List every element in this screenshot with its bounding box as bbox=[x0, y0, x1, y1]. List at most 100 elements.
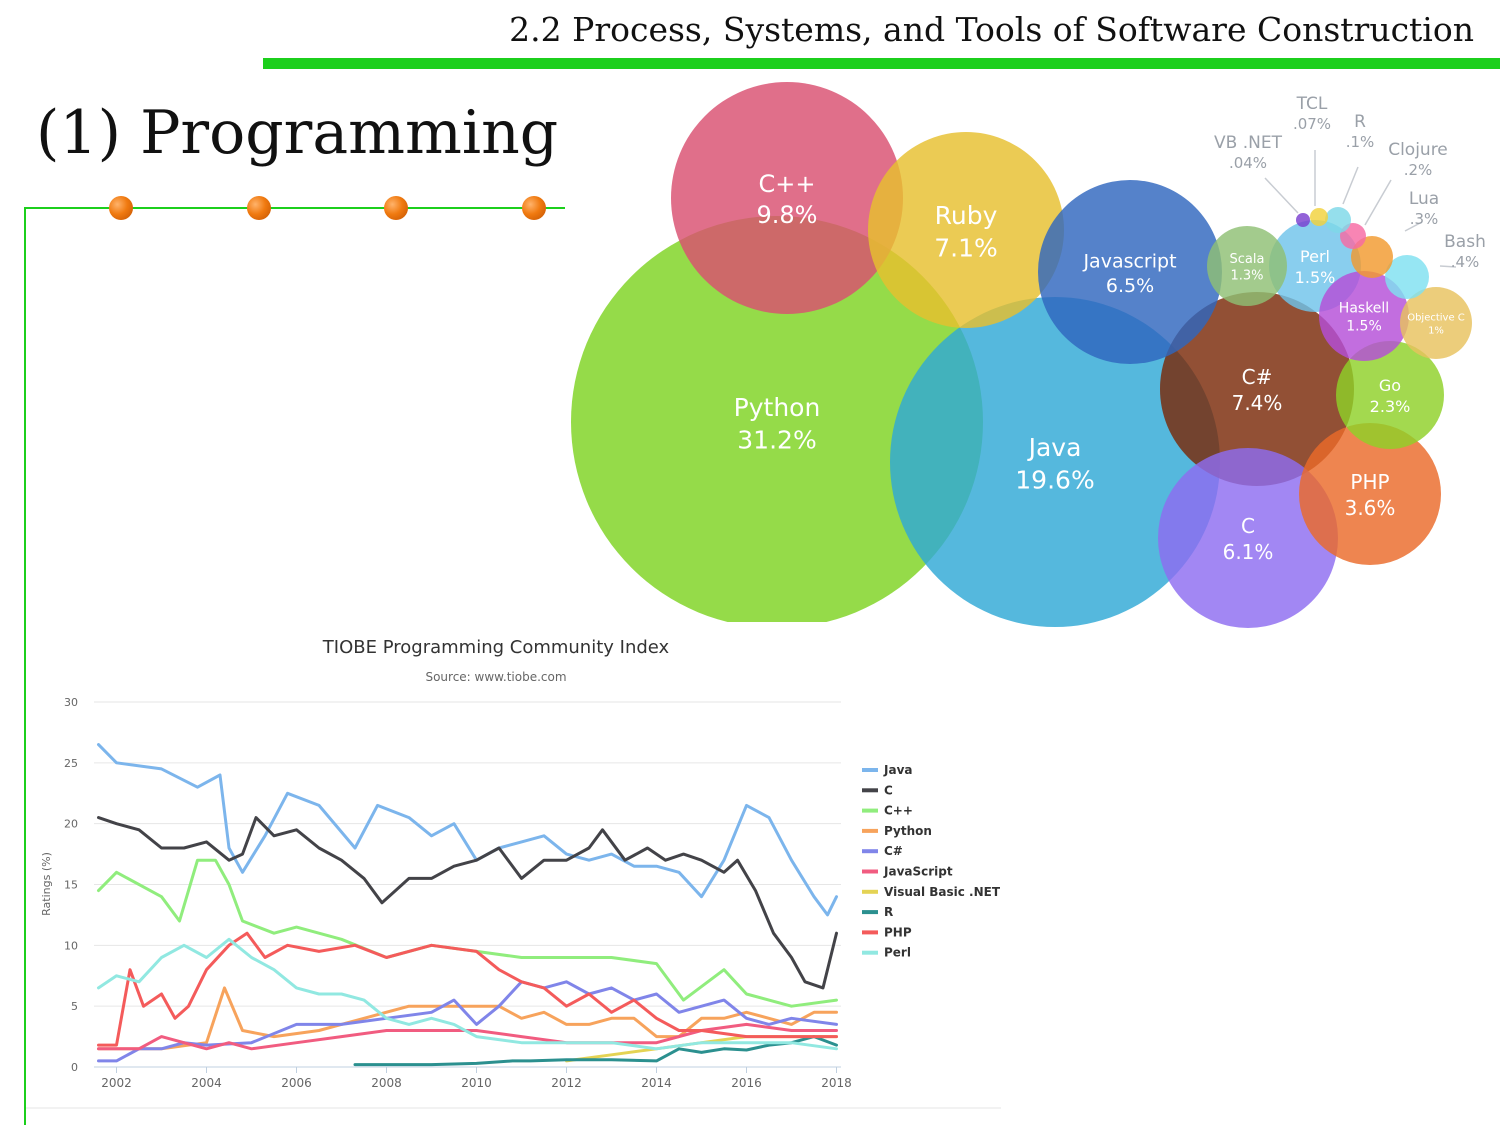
legend-label: PHP bbox=[884, 925, 912, 939]
legend-label: Visual Basic .NET bbox=[884, 885, 1001, 899]
bubble-r bbox=[1325, 207, 1351, 233]
bubble-value-vb-net: .04% bbox=[1229, 154, 1267, 172]
bubble-c bbox=[1158, 448, 1338, 628]
bubble-leader-bash bbox=[1439, 265, 1457, 268]
bubble-lua bbox=[1351, 236, 1393, 278]
legend-item-php[interactable]: PHP bbox=[862, 925, 912, 939]
tiobe-line-chart: TIOBE Programming Community Index Source… bbox=[26, 622, 1006, 1110]
series-line-perl bbox=[97, 937, 838, 1051]
bubble-go bbox=[1336, 341, 1444, 449]
bubble-name-ruby: Ruby bbox=[935, 201, 998, 230]
bubble-haskell bbox=[1319, 271, 1409, 361]
bubble-name-php: PHP bbox=[1350, 470, 1389, 494]
chart-title: TIOBE Programming Community Index bbox=[322, 637, 670, 658]
y-tick-label: 15 bbox=[64, 879, 78, 892]
bubble-name-c: C# bbox=[1242, 365, 1273, 389]
bubble-chart: Python 31.2% Java 19.6% C++ 9.8% C#7.4% Ruby 7.1… bbox=[565, 70, 1500, 632]
series-line-c bbox=[97, 816, 838, 990]
bubble-name-haskell: Haskell bbox=[1339, 301, 1389, 317]
legend-label: C bbox=[884, 783, 893, 797]
bubble-leader-lua bbox=[1404, 221, 1423, 232]
bubble-name-java: Java bbox=[1027, 433, 1082, 462]
bubble-value-perl: 1.5% bbox=[1295, 268, 1336, 287]
legend-swatch bbox=[862, 828, 878, 833]
bubble-name-scala: Scala bbox=[1230, 252, 1265, 267]
series-line-javascript bbox=[97, 1022, 838, 1051]
legend-item-r[interactable]: R bbox=[862, 905, 893, 919]
x-tick-label: 2012 bbox=[551, 1076, 582, 1090]
bubble-scala bbox=[1207, 226, 1287, 306]
bubble-value-tcl: .07% bbox=[1293, 115, 1331, 133]
legend-swatch bbox=[862, 869, 878, 874]
legend-swatch bbox=[862, 930, 878, 935]
bubble-value-objective-c: 1% bbox=[1428, 326, 1444, 337]
x-tick-label: 2002 bbox=[101, 1076, 132, 1090]
bubble-bash bbox=[1385, 255, 1429, 299]
x-tick-label: 2004 bbox=[191, 1076, 222, 1090]
bubble-name-c: C bbox=[1241, 514, 1255, 538]
legend-item-python[interactable]: Python bbox=[862, 824, 932, 838]
y-tick-label: 20 bbox=[64, 818, 78, 831]
legend-label: C# bbox=[884, 844, 903, 858]
bubble-java bbox=[890, 297, 1220, 627]
legend-label: Java bbox=[883, 763, 912, 777]
bullet-dot-1 bbox=[109, 196, 133, 220]
legend-swatch bbox=[862, 768, 878, 772]
legend-item-visual-basic-net[interactable]: Visual Basic .NET bbox=[862, 885, 1001, 899]
bullet-dot-2 bbox=[247, 196, 271, 220]
series-line-python bbox=[97, 986, 838, 1051]
legend-item-c[interactable]: C++ bbox=[862, 804, 913, 818]
bubble-value-r: .1% bbox=[1346, 133, 1375, 151]
bubble-leader-r bbox=[1342, 166, 1359, 205]
legend-item-perl[interactable]: Perl bbox=[862, 946, 911, 960]
bubble-value-javascript: 6.5% bbox=[1106, 275, 1154, 297]
legend-label: Python bbox=[884, 824, 932, 838]
legend-label: C++ bbox=[884, 804, 913, 818]
x-tick-label: 2018 bbox=[821, 1076, 852, 1090]
legend-label: R bbox=[884, 905, 893, 919]
bubble-name-vb-net: VB .NET bbox=[1214, 133, 1283, 153]
bubble-name-javascript: Javascript bbox=[1082, 250, 1176, 272]
bubble-value-lua: .3% bbox=[1410, 210, 1439, 228]
x-tick-label: 2010 bbox=[461, 1076, 492, 1090]
chart-subtitle: Source: www.tiobe.com bbox=[425, 670, 566, 684]
legend-item-javascript[interactable]: JavaScript bbox=[862, 865, 953, 879]
header-title: 2.2 Process, Systems, and Tools of Softw… bbox=[509, 10, 1474, 49]
bubble-objective-c bbox=[1400, 287, 1472, 359]
bubble-value-bash: .4% bbox=[1451, 253, 1480, 271]
bubble-python bbox=[571, 216, 983, 628]
bubble-c bbox=[1160, 292, 1354, 486]
y-axis-label: Ratings (%) bbox=[40, 852, 53, 916]
frame-top-line bbox=[24, 207, 574, 209]
bubble-leader-vb-net bbox=[1264, 177, 1299, 214]
bullet-dot-3 bbox=[384, 196, 408, 220]
series-line-php bbox=[97, 931, 838, 1047]
x-tick-label: 2008 bbox=[371, 1076, 402, 1090]
y-tick-label: 25 bbox=[64, 757, 78, 770]
legend-item-c[interactable]: C# bbox=[862, 844, 903, 858]
bubble-value-c: 9.8% bbox=[757, 201, 818, 229]
bubble-name-bash: Bash bbox=[1444, 232, 1486, 252]
x-tick-label: 2006 bbox=[281, 1076, 312, 1090]
legend-item-java[interactable]: Java bbox=[862, 763, 912, 777]
y-tick-label: 0 bbox=[71, 1061, 78, 1074]
x-tick-label: 2016 bbox=[731, 1076, 762, 1090]
legend-swatch bbox=[862, 788, 878, 793]
bubble-value-scala: 1.3% bbox=[1230, 269, 1263, 284]
bubble-value-java: 19.6% bbox=[1015, 465, 1094, 494]
bubble-ruby bbox=[868, 132, 1064, 328]
bubble-value-c: 7.4% bbox=[1232, 391, 1283, 415]
bubble-name-perl: Perl bbox=[1300, 247, 1330, 266]
bubble-value-python: 31.2% bbox=[737, 425, 816, 454]
bubble-name-python: Python bbox=[734, 393, 821, 422]
header-rule bbox=[263, 58, 1500, 69]
bubble-name-tcl: TCL bbox=[1296, 94, 1328, 114]
legend-swatch bbox=[862, 808, 878, 813]
bubble-javascript bbox=[1038, 180, 1222, 364]
bubble-value-ruby: 7.1% bbox=[934, 233, 998, 262]
frame-left-line bbox=[24, 207, 26, 1125]
legend-item-c[interactable]: C bbox=[862, 783, 893, 797]
bubble-value-c: 6.1% bbox=[1223, 540, 1274, 564]
legend-swatch bbox=[862, 889, 878, 894]
legend-swatch bbox=[862, 910, 878, 915]
